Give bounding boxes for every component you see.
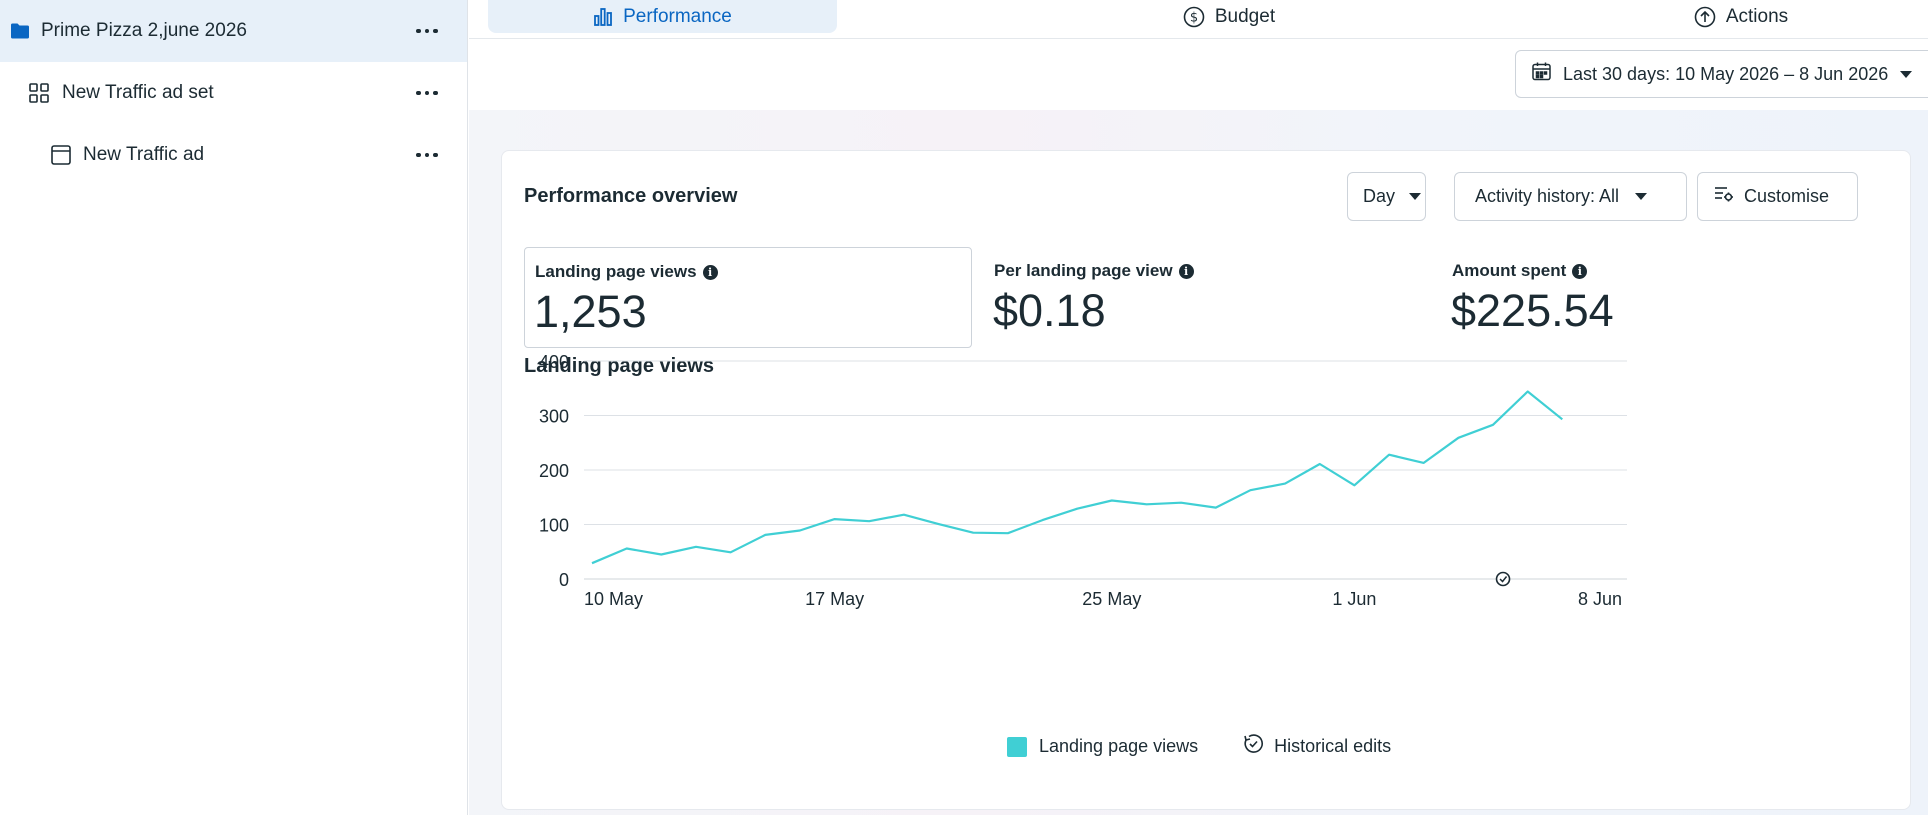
content-area: Performance overview Day Activity histor… — [469, 110, 1928, 815]
metric-landing-page-views[interactable]: Landing page views i 1,253 — [524, 247, 972, 348]
historical-edit-check — [1499, 576, 1508, 583]
tab-bar: Performance $ Budget Actions — [469, 0, 1928, 39]
activity-history-select[interactable]: Activity history: All — [1454, 172, 1687, 221]
history-icon — [1242, 733, 1264, 760]
activity-select-label: Activity history: All — [1475, 186, 1620, 206]
dollar-circle-icon: $ — [1183, 6, 1205, 28]
customise-icon — [1714, 185, 1734, 208]
tab-label: Budget — [1214, 5, 1276, 27]
calendar-icon — [1532, 62, 1551, 86]
tab-actions[interactable]: Actions — [1641, 0, 1841, 33]
info-icon[interactable]: i — [702, 264, 718, 280]
info-icon[interactable]: i — [1178, 263, 1194, 279]
tab-performance[interactable]: Performance — [488, 0, 837, 33]
date-range-picker[interactable]: Last 30 days: 10 May 2026 – 8 Jun 2026 — [1515, 50, 1928, 98]
more-options-icon[interactable] — [414, 83, 440, 103]
tree-item-label: New Traffic ad set — [62, 82, 214, 103]
svg-text:$: $ — [1190, 10, 1198, 25]
tree-item-label: Prime Pizza 2,june 2026 — [41, 20, 247, 41]
chevron-down-icon — [1635, 193, 1648, 200]
historical-edit-marker — [1495, 571, 1511, 587]
chevron-down-icon — [1409, 193, 1422, 200]
metric-label: Per landing page view — [994, 261, 1173, 280]
y-tick-label: 0 — [559, 570, 569, 590]
tree-item-ad-set[interactable]: New Traffic ad set — [0, 62, 467, 124]
more-options-icon[interactable] — [414, 21, 440, 41]
metric-label: Landing page views — [535, 262, 697, 281]
legend-label: Historical edits — [1274, 736, 1392, 756]
metric-value: $225.54 — [1451, 285, 1614, 336]
tree-item-campaign[interactable]: Prime Pizza 2,june 2026 — [0, 0, 467, 62]
info-icon[interactable]: i — [1572, 263, 1588, 279]
ad-icon — [51, 145, 71, 165]
x-tick-label: 17 May — [805, 589, 864, 609]
x-tick-label: 1 Jun — [1332, 589, 1376, 609]
customise-label: Customise — [1744, 186, 1830, 206]
performance-overview-card: Performance overview Day Activity histor… — [501, 150, 1911, 810]
y-tick-label: 400 — [539, 352, 569, 372]
card-title: Performance overview — [524, 185, 738, 207]
legend-item-historical-edits[interactable]: Historical edits — [1242, 733, 1391, 760]
arrow-up-circle-icon — [1694, 6, 1716, 28]
landing-page-views-chart: 0 100 200 300 400 10 May 17 May 25 May 1 Jun 8 Ju… — [539, 352, 1627, 609]
tree-item-ad[interactable]: New Traffic ad — [0, 124, 467, 186]
metric-label: Amount spent — [1452, 261, 1567, 280]
x-tick-label: 10 May — [584, 589, 643, 609]
campaign-tree-sidebar: Prime Pizza 2,june 2026 New Traffic ad s… — [0, 0, 468, 815]
tab-label: Actions — [1725, 5, 1789, 27]
day-select-label: Day — [1363, 186, 1396, 206]
bar-chart-icon — [593, 7, 613, 26]
chevron-down-icon — [1900, 70, 1913, 78]
legend-label: Landing page views — [1039, 736, 1199, 756]
metric-value: $0.18 — [993, 285, 1106, 336]
series-line — [591, 390, 1563, 565]
grid-icon — [29, 83, 49, 103]
main-panel: Performance $ Budget Actions Last 30 day… — [469, 0, 1928, 815]
metric-label-wrap: Landing page views i — [535, 262, 718, 282]
more-options-icon[interactable] — [414, 145, 440, 165]
metric-per-landing-page-view[interactable]: Per landing page view i $0.18 — [984, 247, 1424, 348]
day-select[interactable]: Day — [1347, 172, 1426, 221]
legend: Landing page views Historical edits — [1007, 733, 1391, 760]
legend-item-series[interactable]: Landing page views — [1007, 736, 1198, 757]
customise-button[interactable]: Customise — [1697, 172, 1858, 221]
x-tick-label: 8 Jun — [1578, 589, 1622, 609]
legend-swatch — [1007, 736, 1027, 757]
folder-icon — [10, 23, 30, 40]
tab-label: Performance — [623, 5, 732, 27]
metric-amount-spent[interactable]: Amount spent i $225.54 — [1442, 247, 1882, 348]
x-tick-label: 25 May — [1082, 589, 1141, 609]
toolbar: Last 30 days: 10 May 2026 – 8 Jun 2026 — [469, 39, 1928, 110]
y-tick-label: 200 — [539, 461, 569, 481]
y-tick-label: 100 — [539, 516, 569, 536]
metric-value: 1,253 — [534, 286, 647, 337]
tab-budget[interactable]: $ Budget — [1129, 0, 1329, 33]
tree-item-label: New Traffic ad — [83, 144, 205, 165]
metric-label-wrap: Per landing page view i — [994, 261, 1194, 281]
date-range-label: Last 30 days: 10 May 2026 – 8 Jun 2026 — [1563, 63, 1889, 84]
y-tick-label: 300 — [539, 407, 569, 427]
metric-label-wrap: Amount spent i — [1452, 261, 1588, 281]
